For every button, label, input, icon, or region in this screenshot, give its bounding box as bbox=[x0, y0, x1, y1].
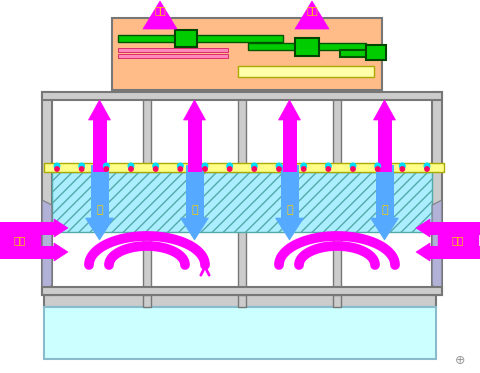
Polygon shape bbox=[54, 243, 68, 261]
Polygon shape bbox=[295, 1, 329, 29]
Text: 空気: 空気 bbox=[154, 5, 166, 15]
Circle shape bbox=[80, 167, 84, 171]
Polygon shape bbox=[85, 218, 113, 240]
Bar bbox=[377, 120, 392, 172]
Bar bbox=[44, 163, 444, 172]
Polygon shape bbox=[276, 218, 303, 240]
Circle shape bbox=[424, 163, 430, 169]
Bar bbox=[248, 43, 366, 50]
Bar bbox=[118, 48, 228, 52]
Bar bbox=[175, 30, 197, 47]
Bar bbox=[430, 245, 480, 258]
Bar bbox=[44, 295, 436, 307]
Text: 水: 水 bbox=[96, 205, 103, 215]
Bar bbox=[340, 50, 382, 57]
Bar bbox=[238, 92, 246, 295]
Circle shape bbox=[399, 163, 405, 169]
Bar bbox=[44, 307, 436, 359]
Circle shape bbox=[55, 167, 59, 171]
Bar bbox=[301, 18, 323, 29]
Polygon shape bbox=[42, 200, 52, 295]
Circle shape bbox=[104, 167, 108, 171]
Text: 空気: 空気 bbox=[452, 235, 464, 245]
Bar bbox=[238, 66, 374, 77]
Circle shape bbox=[325, 163, 331, 169]
Circle shape bbox=[227, 163, 232, 169]
Bar bbox=[143, 92, 151, 295]
Circle shape bbox=[400, 167, 405, 171]
Bar bbox=[118, 54, 228, 58]
Bar bbox=[438, 224, 478, 256]
Polygon shape bbox=[54, 219, 68, 237]
Circle shape bbox=[202, 163, 208, 169]
Circle shape bbox=[104, 163, 109, 169]
Circle shape bbox=[276, 163, 282, 169]
Polygon shape bbox=[416, 243, 430, 261]
Polygon shape bbox=[371, 218, 398, 240]
Circle shape bbox=[228, 167, 232, 171]
Text: ⊕: ⊕ bbox=[455, 354, 465, 367]
Bar bbox=[333, 92, 341, 295]
Circle shape bbox=[129, 167, 133, 171]
Text: 水: 水 bbox=[191, 205, 198, 215]
Text: 空気: 空気 bbox=[306, 5, 318, 15]
Circle shape bbox=[154, 167, 158, 171]
Bar bbox=[280, 165, 299, 218]
Bar bbox=[185, 165, 204, 218]
Bar bbox=[93, 120, 107, 172]
Circle shape bbox=[425, 167, 429, 171]
Circle shape bbox=[79, 163, 84, 169]
Bar bbox=[118, 35, 283, 42]
Bar bbox=[432, 92, 442, 295]
Circle shape bbox=[252, 167, 256, 171]
Circle shape bbox=[351, 167, 355, 171]
Bar bbox=[283, 120, 297, 172]
Circle shape bbox=[301, 167, 306, 171]
Polygon shape bbox=[183, 100, 205, 120]
Polygon shape bbox=[416, 219, 430, 237]
Polygon shape bbox=[180, 218, 208, 240]
Circle shape bbox=[375, 163, 381, 169]
Bar bbox=[42, 92, 442, 100]
Text: 水: 水 bbox=[286, 205, 293, 215]
Bar bbox=[366, 45, 386, 60]
Bar bbox=[375, 165, 394, 218]
Circle shape bbox=[301, 163, 306, 169]
Polygon shape bbox=[432, 200, 442, 295]
Polygon shape bbox=[143, 1, 177, 29]
Bar bbox=[0, 245, 54, 258]
Circle shape bbox=[350, 163, 356, 169]
Bar bbox=[430, 222, 480, 235]
Circle shape bbox=[178, 167, 182, 171]
Circle shape bbox=[178, 163, 183, 169]
Bar bbox=[149, 18, 171, 29]
Circle shape bbox=[203, 167, 207, 171]
Circle shape bbox=[128, 163, 134, 169]
Bar bbox=[42, 287, 442, 295]
Bar bbox=[42, 92, 52, 295]
Polygon shape bbox=[278, 100, 300, 120]
Circle shape bbox=[326, 167, 331, 171]
Bar bbox=[112, 18, 382, 90]
Bar bbox=[143, 295, 151, 307]
Bar bbox=[91, 165, 108, 218]
Circle shape bbox=[375, 167, 380, 171]
Bar bbox=[188, 120, 202, 172]
Circle shape bbox=[153, 163, 158, 169]
Bar bbox=[238, 295, 246, 307]
Polygon shape bbox=[88, 100, 110, 120]
Circle shape bbox=[252, 163, 257, 169]
Circle shape bbox=[54, 163, 60, 169]
Bar bbox=[52, 172, 432, 232]
Polygon shape bbox=[373, 100, 396, 120]
Bar bbox=[333, 295, 341, 307]
Circle shape bbox=[277, 167, 281, 171]
Text: 空気: 空気 bbox=[14, 235, 26, 245]
Bar bbox=[295, 38, 319, 56]
Bar bbox=[0, 222, 54, 235]
Bar bbox=[0, 224, 40, 256]
Text: 水: 水 bbox=[381, 205, 388, 215]
